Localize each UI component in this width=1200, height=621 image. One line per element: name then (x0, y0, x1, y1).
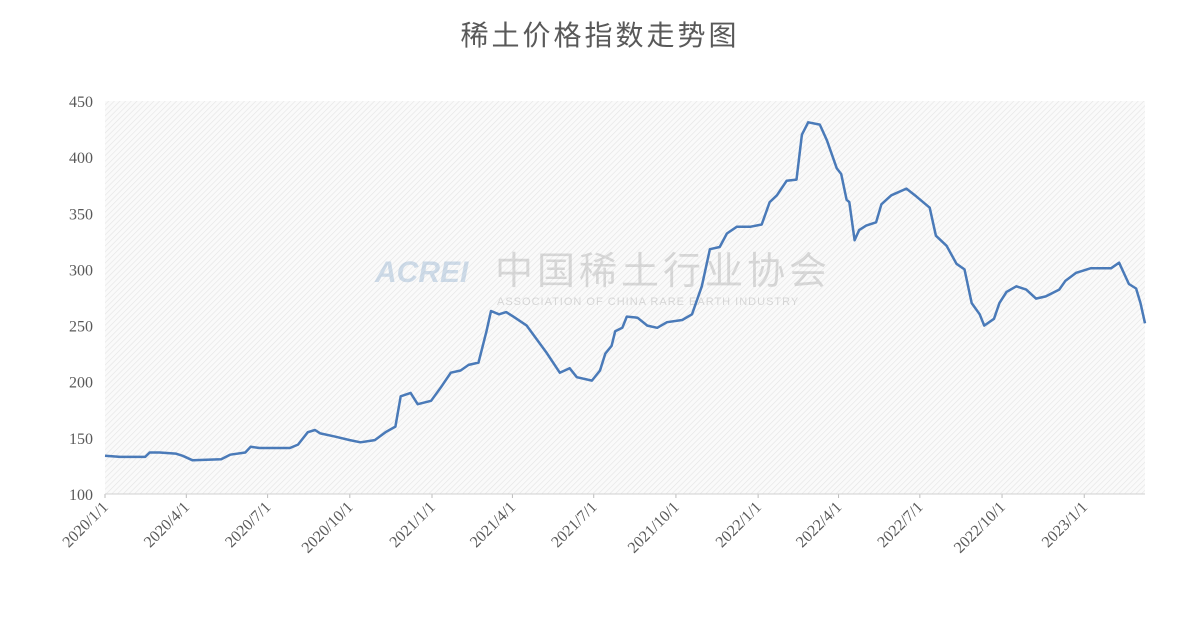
x-tick-label: 2020/4/1 (141, 499, 193, 551)
x-tick-label: 2020/7/1 (222, 499, 274, 551)
x-tick-label: 2021/4/1 (467, 499, 519, 551)
y-tick-label: 200 (69, 375, 93, 392)
watermark-name: 中国稀土行业协会 (495, 251, 831, 293)
watermark-subtitle: ASSOCIATION OF CHINA RARE EARTH INDUSTRY (497, 296, 799, 308)
x-tick-label: 2023/1/1 (1039, 499, 1091, 551)
x-tick-label: 2022/4/1 (793, 499, 845, 551)
watermark-logo: ACREI (374, 256, 469, 289)
y-tick-label: 150 (69, 431, 93, 448)
y-tick-label: 300 (69, 262, 93, 279)
x-tick-label: 2022/10/1 (951, 499, 1009, 557)
x-tick-label: 2020/1/1 (60, 499, 112, 551)
chart-title: 稀土价格指数走势图 (460, 20, 739, 52)
watermark: ACREI 中国稀土行业协会 ASSOCIATION OF CHINA RARE… (374, 251, 831, 308)
y-tick-label: 350 (69, 206, 93, 223)
y-tick-label: 100 (69, 487, 93, 504)
y-tick-label: 400 (69, 150, 93, 167)
x-tick-label: 2022/7/1 (874, 499, 926, 551)
x-tick-label: 2021/7/1 (548, 499, 600, 551)
x-tick-label: 2021/1/1 (387, 499, 439, 551)
y-tick-label: 250 (69, 319, 93, 336)
x-tick-label: 2022/1/1 (713, 499, 765, 551)
x-tick-label: 2020/10/1 (299, 499, 357, 557)
x-tick-label: 2021/10/1 (625, 499, 683, 557)
price-line (104, 121, 1147, 462)
y-tick-label: 450 (69, 94, 93, 111)
